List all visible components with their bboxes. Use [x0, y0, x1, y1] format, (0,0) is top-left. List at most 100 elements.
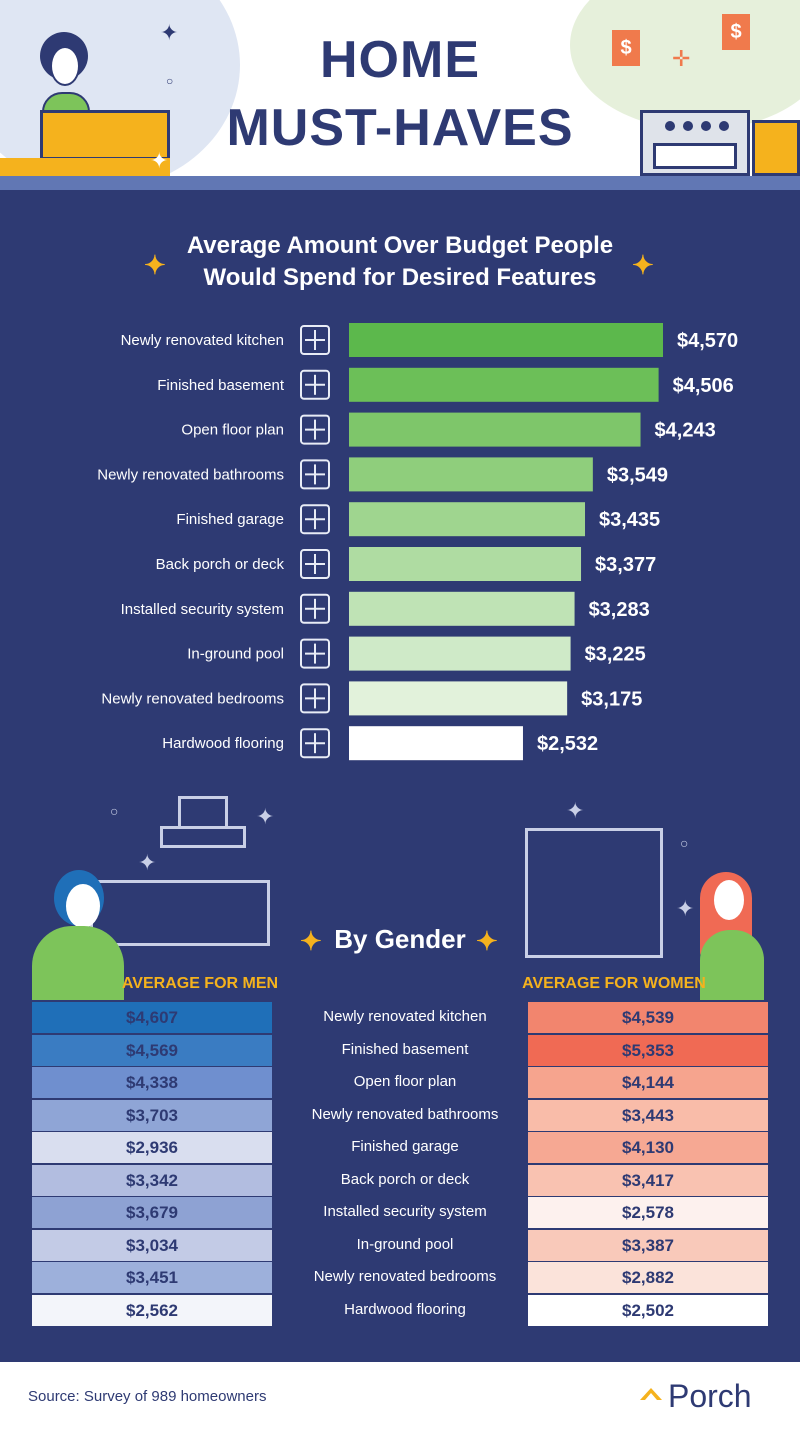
pool-ladder-icon — [300, 638, 330, 669]
feature-label: Open floor plan — [353, 1073, 457, 1090]
icon-frame — [300, 638, 330, 669]
dollar-tag-icon: $ — [722, 14, 750, 50]
women-value-cell: $3,417 — [528, 1164, 768, 1196]
men-value-cell: $4,569 — [32, 1034, 272, 1066]
range-hood-illustration — [178, 796, 228, 826]
basement-stairs-icon — [300, 369, 330, 400]
men-value-cell: $2,936 — [32, 1132, 272, 1163]
women-value-cell: $5,353 — [528, 1034, 768, 1066]
men-value-cell: $2,562 — [32, 1294, 272, 1326]
wood-floor-icon — [300, 728, 330, 759]
bar — [349, 547, 582, 581]
bathtub-icon — [300, 459, 330, 490]
men-value-cell: $3,679 — [32, 1197, 272, 1228]
source-note: Source: Survey of 989 homeowners — [28, 1388, 267, 1405]
women-value-cell: $4,539 — [528, 1002, 768, 1033]
men-value-cell: $4,607 — [32, 1002, 272, 1033]
category-label: Newly renovated bedrooms — [101, 690, 284, 707]
stove-knob-icon — [665, 121, 675, 131]
men-value-cell: $3,342 — [32, 1164, 272, 1196]
feature-label: Back porch or deck — [340, 1170, 470, 1188]
footer: Source: Survey of 989 homeowners Porch — [0, 1362, 800, 1432]
feature-label: Newly renovated bathrooms — [311, 1105, 499, 1123]
women-value-cell: $3,443 — [528, 1099, 768, 1131]
stove-knob-icon — [719, 121, 729, 131]
icon-frame — [300, 728, 330, 759]
circle-dot-icon: ○ — [110, 803, 119, 819]
sparkle-icon: ✦ — [144, 250, 166, 280]
icon-frame — [300, 683, 330, 714]
stove-knob-icon — [701, 121, 711, 131]
main-title-line1: HOME — [320, 31, 480, 89]
category-label: Hardwood flooring — [162, 735, 284, 752]
sparkle-icon: ✦ — [160, 20, 179, 45]
category-label: Finished garage — [176, 511, 284, 528]
icon-frame — [300, 325, 330, 355]
women-value-cell: $2,578 — [528, 1197, 768, 1228]
bar — [349, 726, 523, 761]
bar — [349, 591, 575, 626]
brand-logo-text: Porch — [668, 1378, 752, 1414]
sparkle-icon: ✦ — [300, 926, 322, 956]
dollar-tag-icon: $ — [612, 30, 640, 66]
bar — [349, 367, 659, 402]
bar — [349, 502, 586, 537]
feature-label: Hardwood flooring — [344, 1300, 466, 1318]
umbrella-table-icon — [300, 549, 330, 579]
bar — [349, 457, 593, 492]
feature-label: Newly renovated kitchen — [323, 1008, 487, 1025]
range-hood-illustration — [160, 826, 246, 848]
feature-label: Installed security system — [323, 1203, 487, 1220]
kitchen-counter-lineart — [90, 880, 270, 946]
feature-label: Finished basement — [341, 1040, 469, 1058]
men-value-cell: $4,338 — [32, 1067, 272, 1098]
woman-body-illustration — [700, 930, 764, 1000]
category-label: Newly renovated bathrooms — [97, 466, 284, 483]
men-value-cell: $3,451 — [32, 1262, 272, 1293]
bar — [349, 681, 568, 716]
speaker-icon — [300, 593, 330, 624]
stove-knob-icon — [683, 121, 693, 131]
feature-label: Newly renovated bedrooms — [313, 1268, 497, 1285]
sparkle-icon: ✦ — [632, 250, 654, 280]
circle-dot-icon: ○ — [166, 74, 174, 88]
icon-frame — [300, 369, 330, 400]
women-column-header: AVERAGE FOR WOMEN — [522, 975, 706, 992]
category-label: Installed security system — [121, 601, 284, 618]
women-value-cell: $2,502 — [528, 1294, 768, 1326]
bar-value-label: $4,506 — [673, 375, 734, 397]
women-value-cell: $2,882 — [528, 1262, 768, 1293]
oven-door-icon — [653, 143, 737, 169]
category-label: Back porch or deck — [156, 556, 285, 573]
bar-value-label: $3,549 — [607, 464, 668, 486]
header-banner: ✦ ✦ ○ HOME MUST-HAVES $ $ ✛ — [0, 0, 800, 190]
feature-label: In-ground pool — [356, 1235, 454, 1253]
icon-frame — [300, 459, 330, 490]
staircase-illustration — [525, 828, 663, 958]
man-body-illustration — [32, 926, 124, 1000]
women-value-cell: $4,130 — [528, 1132, 768, 1163]
bar — [349, 412, 641, 447]
woman-face-illustration — [714, 880, 744, 920]
man-face-illustration — [66, 884, 100, 928]
stove-illustration — [640, 110, 750, 176]
icon-frame — [300, 504, 330, 535]
kitchen-counter-illustration — [0, 158, 170, 176]
woman-face-illustration — [50, 46, 80, 86]
bar-value-label: $3,175 — [581, 688, 642, 710]
gender-section-title: By Gender — [334, 924, 466, 954]
category-label: Finished basement — [157, 377, 285, 394]
category-label: In-ground pool — [187, 646, 284, 663]
bar — [349, 636, 571, 671]
floor-plan-icon — [300, 414, 330, 445]
bar-chart: Newly renovated kitchen $4,570 Finished ba… — [97, 323, 738, 761]
bar-value-label: $3,283 — [589, 599, 650, 621]
bar — [349, 323, 663, 357]
main-title-line2: MUST-HAVES — [226, 99, 574, 157]
sparkle-icon: ✦ — [676, 896, 695, 921]
men-value-cell: $3,703 — [32, 1099, 272, 1131]
bar-value-label: $3,377 — [595, 554, 656, 576]
category-label: Open floor plan — [181, 422, 284, 439]
sparkle-icon: ✦ — [256, 804, 275, 829]
